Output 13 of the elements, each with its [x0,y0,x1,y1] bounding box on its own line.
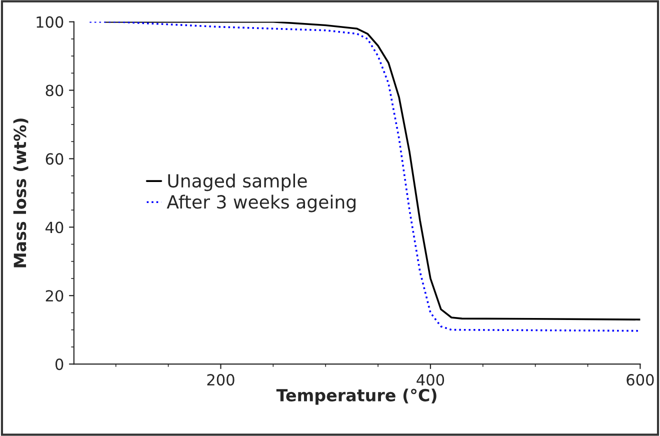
y-axis-title: Mass loss (wt%) [13,118,28,268]
legend-label: Unaged sample [168,174,307,192]
x-tick-label: 600 [626,374,654,386]
x-tick-label: 400 [416,374,444,386]
x-axis-title: Temperature (°C) [276,388,436,405]
y-tick-label: 0 [55,358,64,370]
y-tick-label: 20 [46,290,64,302]
y-tick-label: 40 [46,222,64,234]
legend-label: After 3 weeks ageing [166,194,356,212]
y-tick-label: 60 [46,153,64,165]
y-tick-label: 80 [46,84,64,96]
x-tick-label: 200 [207,374,234,386]
y-tick-label: 100 [36,16,64,28]
